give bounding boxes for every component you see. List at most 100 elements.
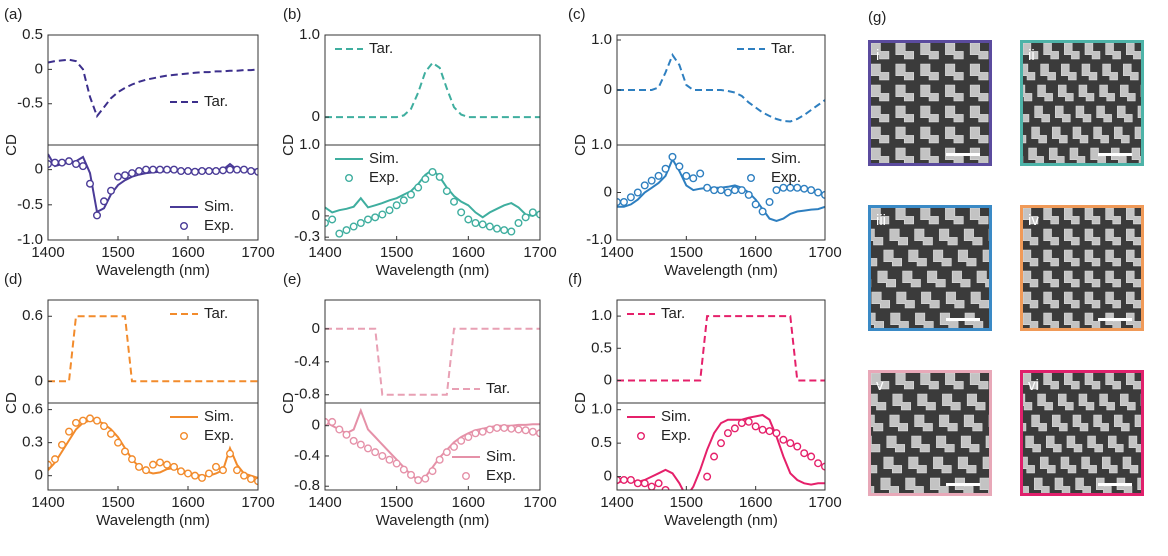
legend-label: Tar. xyxy=(204,305,228,322)
data-point xyxy=(246,474,255,483)
y-tick-label: 0.3 xyxy=(22,434,43,451)
nanostructure xyxy=(945,126,964,144)
nanostructure xyxy=(1043,228,1059,246)
nanostructure xyxy=(1022,270,1039,288)
nanostructure xyxy=(995,148,1013,164)
data-point xyxy=(328,417,337,426)
y-tick-label: 0 xyxy=(312,320,320,337)
legend-label: Sim. xyxy=(661,408,691,425)
nanostructure xyxy=(1043,372,1059,390)
data-point xyxy=(723,429,732,438)
data-point xyxy=(399,196,408,205)
nanostructure xyxy=(963,414,983,432)
scale-bar xyxy=(1098,318,1132,321)
plot-area xyxy=(325,327,540,396)
data-point xyxy=(204,469,213,478)
y-tick-label: -0.5 xyxy=(17,196,43,213)
data-point xyxy=(232,165,241,174)
nanostructure xyxy=(1099,393,1115,411)
plot-frame xyxy=(324,402,541,491)
data-point xyxy=(106,429,115,438)
nanostructure xyxy=(1093,414,1109,432)
nanostructure xyxy=(877,270,897,288)
nanostructure xyxy=(1114,126,1130,144)
nanostructure xyxy=(933,456,952,474)
data-point xyxy=(710,452,719,461)
scale-bar xyxy=(946,153,980,156)
nanostructure xyxy=(1052,126,1068,144)
data-point xyxy=(814,188,823,197)
y-tick-label: -0.4 xyxy=(294,447,320,464)
nanostructure xyxy=(1043,207,1059,225)
y-tick-label: 1.0 xyxy=(591,31,612,48)
data-point xyxy=(640,181,649,190)
x-tick-label: 1700 xyxy=(241,494,274,511)
x-tick-label: 1700 xyxy=(523,244,556,261)
nanostructure xyxy=(1147,373,1162,389)
sem-background xyxy=(1020,40,1144,166)
nanostructure xyxy=(1043,291,1059,309)
nanostructure xyxy=(1052,414,1068,432)
nanostructure xyxy=(886,435,906,453)
nanostructure xyxy=(1022,372,1039,390)
nanostructure xyxy=(1022,291,1039,309)
y-tick-label: 1.0 xyxy=(591,307,612,324)
data-point xyxy=(654,171,663,180)
data-point xyxy=(765,197,774,206)
legend-marker xyxy=(345,173,354,182)
data-point xyxy=(682,171,691,180)
sem-image xyxy=(1020,205,1144,331)
plot-area xyxy=(325,167,540,238)
nanostructure xyxy=(927,270,946,288)
nanostructure xyxy=(1081,63,1098,81)
data-point xyxy=(392,459,401,468)
nanostructure xyxy=(1081,456,1097,474)
tile-border xyxy=(1020,205,1144,331)
data-point xyxy=(71,418,80,427)
nanostructure xyxy=(942,393,961,411)
x-tick-label: 1500 xyxy=(101,244,134,261)
x-tick-label: 1600 xyxy=(171,494,204,511)
nanostructure xyxy=(1084,270,1101,288)
data-point xyxy=(232,466,241,475)
scale-bar xyxy=(946,483,980,486)
data-point xyxy=(500,423,509,432)
nanostructure xyxy=(896,291,915,309)
data-point xyxy=(197,167,206,176)
series-line xyxy=(325,61,540,119)
data-point xyxy=(421,175,430,184)
data-point xyxy=(710,186,719,195)
x-tick-label: 1400 xyxy=(308,494,341,511)
data-point xyxy=(528,427,537,436)
tile-border xyxy=(1020,370,1144,496)
data-point xyxy=(737,186,746,195)
nanostructure xyxy=(895,42,915,60)
nanostructure xyxy=(1102,63,1118,81)
data-point xyxy=(661,164,670,173)
x-tick-label: 1400 xyxy=(600,494,633,511)
data-point xyxy=(218,166,227,175)
data-point xyxy=(78,162,87,171)
y-tick-label: -0.5 xyxy=(17,95,43,112)
data-point xyxy=(493,423,502,432)
scale-bar xyxy=(1098,153,1132,156)
y-axis-label: CD xyxy=(3,134,20,156)
y-tick-label: 0 xyxy=(35,161,43,178)
plot-area xyxy=(48,414,258,486)
nanostructure xyxy=(969,372,989,390)
data-point xyxy=(58,440,67,449)
data-point xyxy=(689,174,698,183)
data-point xyxy=(703,472,712,481)
data-point xyxy=(772,186,781,195)
x-tick-label: 1600 xyxy=(452,494,485,511)
y-tick-label: -0.8 xyxy=(294,477,320,494)
scale-bar xyxy=(1098,483,1132,486)
data-point xyxy=(356,218,365,227)
data-point xyxy=(225,165,234,174)
nanostructure xyxy=(1084,228,1101,246)
nanostructure xyxy=(1064,249,1080,267)
legend-marker xyxy=(637,432,646,441)
tile-border xyxy=(868,370,992,496)
nanostructure xyxy=(1075,105,1092,123)
nanostructure xyxy=(1105,249,1121,267)
